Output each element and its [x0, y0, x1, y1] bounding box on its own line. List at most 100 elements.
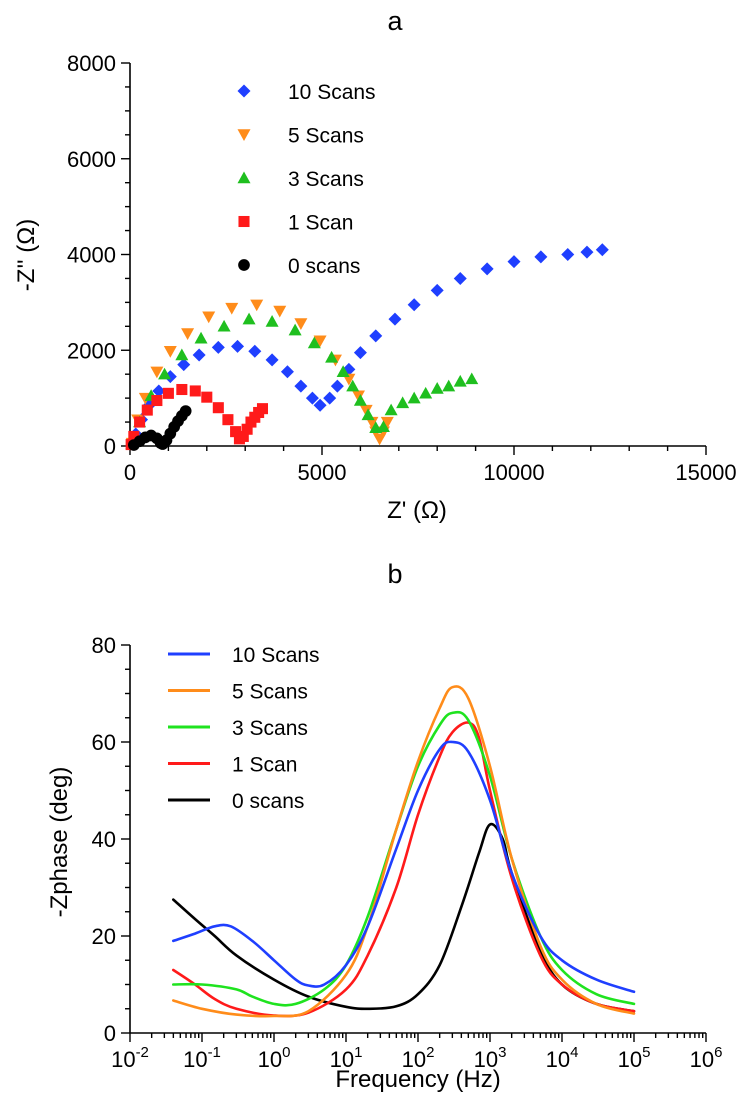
data-point — [212, 402, 224, 414]
panel-b-x-tick-label: 10-1 — [183, 1044, 221, 1072]
data-point — [353, 346, 367, 360]
panel-b-x-tick-label: 105 — [618, 1044, 651, 1072]
panel-a-y-tick-label: 8000 — [67, 51, 116, 76]
series-0-scans — [127, 405, 192, 451]
legend-label-1-scan: 1 Scan — [288, 212, 353, 235]
panel-b-y-tick-label: 0 — [104, 1021, 116, 1046]
data-point — [376, 420, 390, 433]
legend-label-3-scans: 3 Scans — [232, 717, 308, 740]
panel-b-y-tick-label: 60 — [92, 730, 116, 755]
data-point — [248, 344, 262, 358]
panel-b-y-tick-label: 20 — [92, 924, 116, 949]
panel-a-x-tick-label: 15000 — [675, 460, 736, 485]
data-point — [580, 245, 594, 259]
panel-a-y-tick-label: 6000 — [67, 147, 116, 172]
legend-marker-5-scans — [237, 129, 251, 141]
data-point — [351, 390, 365, 403]
panel-b-x-axis-label: Frequency (Hz) — [335, 1066, 500, 1093]
data-point — [202, 311, 216, 324]
data-point — [265, 353, 279, 367]
legend-marker-0-scans — [238, 259, 250, 271]
data-point — [222, 414, 234, 426]
data-point — [181, 328, 195, 340]
data-point — [325, 350, 339, 363]
series-3-scans — [125, 312, 479, 449]
data-point — [480, 262, 494, 276]
panel-b-curves — [172, 685, 636, 1018]
data-point — [163, 346, 177, 358]
panel-a-x-axis-label: Z' (Ω) — [387, 497, 447, 524]
series-line-10-scans — [172, 740, 636, 994]
data-point — [595, 243, 609, 257]
data-point — [128, 430, 140, 442]
data-point — [152, 384, 166, 398]
panel-a-y-tick-label: 0 — [104, 434, 116, 459]
data-point — [388, 312, 402, 326]
data-point — [217, 319, 231, 332]
data-point — [407, 391, 421, 404]
data-point — [507, 255, 521, 269]
data-point — [194, 331, 208, 344]
data-point — [396, 396, 410, 409]
data-point — [225, 302, 239, 315]
data-point — [288, 323, 302, 336]
panel-a-y-axis-label: -Z'' (Ω) — [13, 219, 40, 291]
data-point — [359, 404, 373, 417]
data-point — [134, 416, 146, 428]
panel-b-x-tick-label: 103 — [474, 1044, 507, 1072]
data-point — [294, 318, 308, 330]
series-line-0-scans — [172, 822, 636, 1013]
panel-b-x-tick-label: 10-2 — [111, 1044, 149, 1072]
data-point — [430, 382, 444, 394]
data-point — [294, 379, 308, 393]
panel-b-y-tick-label: 40 — [92, 827, 116, 852]
data-point — [323, 391, 337, 405]
data-point — [151, 394, 163, 407]
data-point — [201, 391, 213, 403]
panel-b-x-tick-label: 100 — [258, 1044, 291, 1072]
data-point — [307, 336, 321, 349]
data-point — [380, 416, 394, 429]
panel-b-x-tick-label: 104 — [546, 1044, 579, 1072]
data-point — [141, 404, 153, 416]
panel-b-y-axis-label: -Zphase (deg) — [46, 767, 73, 918]
panel-a: a 0 2000 4000 6000 8000 0 5000 10000 15000 10 Sc… — [13, 6, 737, 524]
legend-label-1-scan: 1 Scan — [232, 754, 297, 777]
data-point — [407, 298, 421, 312]
panel-a-points — [125, 243, 609, 451]
data-point — [330, 379, 344, 393]
panel-a-y-tick-label: 4000 — [67, 243, 116, 268]
data-point — [192, 348, 206, 362]
data-point — [231, 339, 245, 353]
panel-a-axes: 0 2000 4000 6000 8000 0 5000 10000 15000 — [67, 51, 737, 485]
data-point — [453, 271, 467, 285]
data-point — [189, 385, 201, 397]
data-point — [353, 394, 367, 406]
data-point — [162, 387, 174, 399]
legend-label-5-scans: 5 Scans — [288, 125, 364, 148]
legend-marker-3-scans — [237, 171, 251, 184]
data-point — [453, 374, 467, 387]
data-point — [442, 379, 456, 392]
legend-label-5-scans: 5 Scans — [232, 681, 308, 704]
data-point — [346, 379, 360, 392]
data-point — [175, 348, 189, 361]
data-point — [313, 398, 327, 412]
panel-a-x-tick-label: 5000 — [298, 460, 347, 485]
legend-label-0-scans: 0 scans — [232, 790, 304, 813]
panel-a-x-tick-label: 10000 — [483, 460, 544, 485]
data-point — [211, 340, 225, 354]
data-point — [561, 248, 575, 261]
data-point — [280, 365, 294, 379]
legend-marker-10-scans — [237, 84, 251, 98]
panel-b-x-tick-label: 102 — [402, 1044, 435, 1072]
data-point — [256, 403, 269, 415]
panel-a-x-tick-label: 0 — [124, 460, 136, 485]
data-point — [273, 305, 287, 318]
panel-a-label: a — [387, 6, 403, 36]
data-point — [369, 329, 383, 343]
panel-b-x-tick-label: 101 — [330, 1044, 363, 1072]
data-point — [150, 366, 164, 379]
data-point — [250, 299, 264, 312]
